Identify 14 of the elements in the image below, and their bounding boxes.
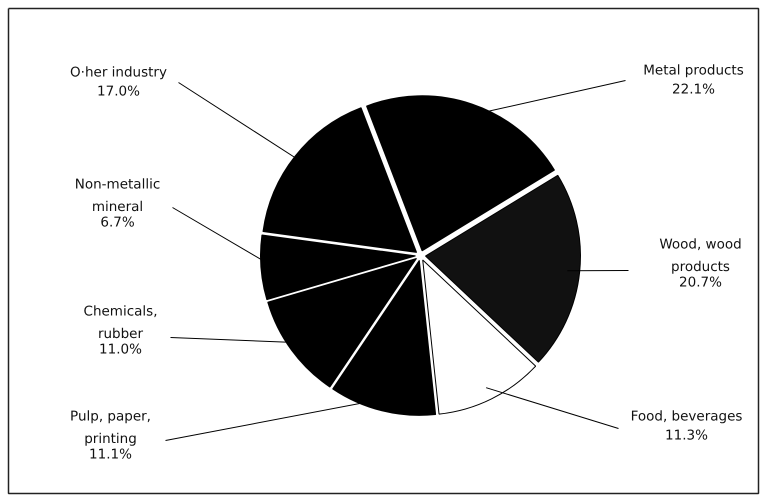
slice-label: Chemicals, rubber: [84, 304, 158, 342]
slice-label: Metal products: [643, 62, 744, 78]
data-label: 6.7%: [100, 214, 135, 230]
slice-label: Pulp, paper, printing: [70, 408, 151, 447]
slice-label: O·her industry: [70, 64, 167, 80]
data-label: 11.1%: [89, 446, 132, 462]
slice-label: Non-metallic mineral: [74, 176, 160, 215]
data-label: 20.7%: [679, 274, 722, 290]
data-label: 22.1%: [672, 82, 716, 98]
data-label: 11.3%: [665, 428, 708, 444]
data-label: 17.0%: [97, 84, 140, 100]
slice-label: Wood, wood products: [659, 236, 742, 275]
data-label: 11.0%: [99, 342, 142, 358]
slice-label: Food, beverages: [630, 408, 742, 424]
